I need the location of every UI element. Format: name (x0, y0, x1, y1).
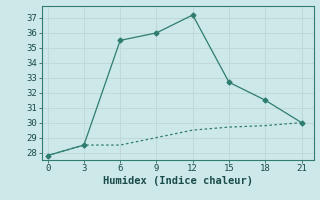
X-axis label: Humidex (Indice chaleur): Humidex (Indice chaleur) (103, 176, 252, 186)
